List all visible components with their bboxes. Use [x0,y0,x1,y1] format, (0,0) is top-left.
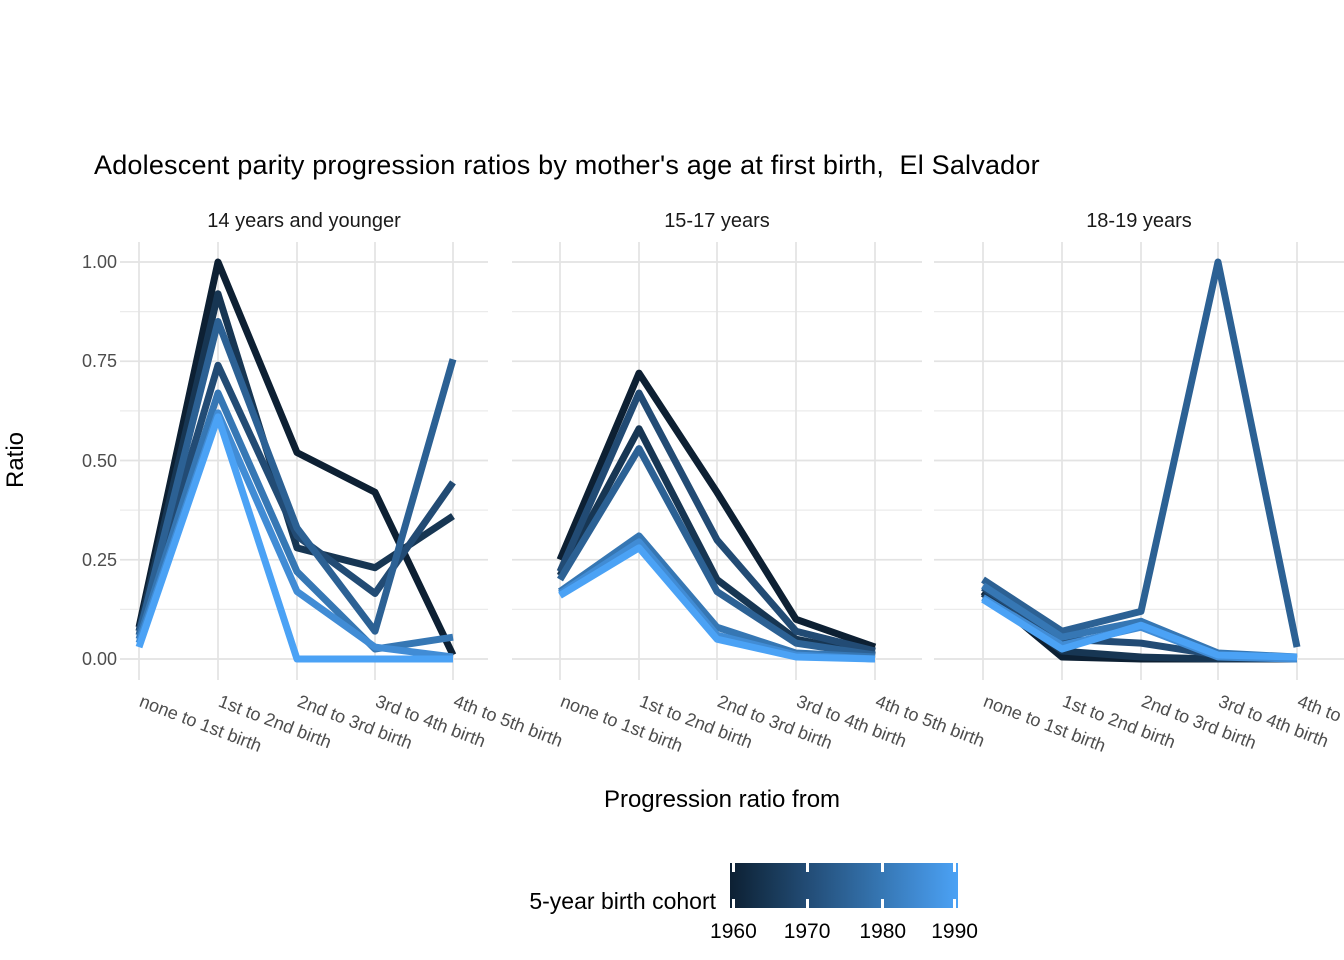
y-axis-tick-label: 0.75 [81,351,117,372]
facet-label-18-19: 18-19 years [1086,210,1192,232]
legend-tick-label: 1990 [931,920,978,943]
colorbar-tick [881,899,885,908]
y-axis-tick-label: 0.00 [81,649,117,669]
y-axis-tick-label: 0.25 [81,549,117,570]
colorbar-tick [805,899,809,908]
y-axis-tick-label: 0.50 [81,450,117,471]
legend-tick-label: 1960 [710,920,757,943]
colorbar-tick [805,863,809,872]
chart-title: Adolescent parity progression ratios by … [94,150,1040,180]
y-axis-tick-label: 1.00 [81,252,117,272]
cohort-line-1990 [558,544,876,663]
colorbar-tick [953,863,957,872]
facet-label-15-17: 15-17 years [664,210,770,232]
colorbar-tick [881,863,885,872]
legend-colorbar [730,863,958,908]
cohort-line-1975 [557,445,876,659]
legend-tick-label: 1980 [859,920,907,943]
colorbar-tick [731,863,735,872]
facet-label-14-and-younger: 14 years and younger [207,210,401,232]
colorbar-tick [731,899,735,908]
cohort-line-1960 [556,369,877,651]
legend-tick-label: 1970 [783,920,831,943]
legend-title: 5-year birth cohort [529,888,716,914]
cohort-line-1975 [981,258,1301,648]
cohort-line-1990 [135,413,453,663]
cohort-line-1990 [981,596,1298,661]
x-axis-title: Progression ratio from [603,786,841,813]
y-axis-title: Ratio [2,431,29,489]
colorbar-tick [953,899,957,908]
cohort-line-1980 [135,389,454,653]
cohort-line-1970 [135,361,456,633]
cohort-line-1975 [135,318,457,637]
cohort-line-1970 [556,389,876,655]
